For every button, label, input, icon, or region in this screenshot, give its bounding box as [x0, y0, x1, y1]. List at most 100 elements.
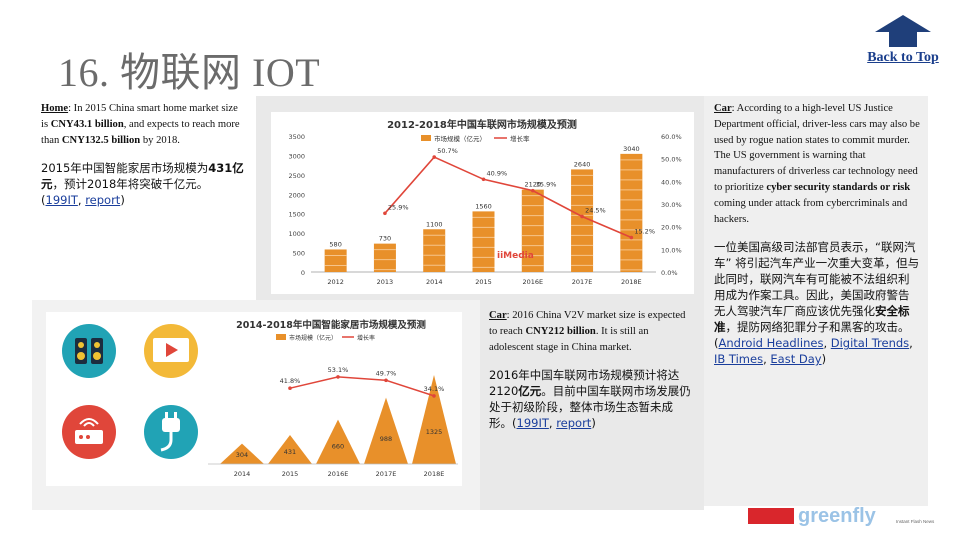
bar — [521, 189, 544, 272]
logo-icon: greenfly Instant Flash News — [748, 505, 935, 527]
x-tick-label: 2014 — [234, 470, 251, 478]
x-tick-label: 2017E — [376, 470, 397, 478]
v2v-market-chart: 2012-2018年中国车联网市场规模及预测 市场规模（亿元） 增长率 0 500 100… — [271, 112, 694, 294]
bar — [364, 397, 408, 464]
car-label: Car — [714, 103, 732, 114]
speaker-icon — [62, 324, 116, 378]
growth-rate-point — [384, 378, 388, 383]
up-arrow-icon[interactable] — [873, 14, 933, 48]
source-link-199it[interactable]: 199IT — [516, 416, 549, 431]
bar-value-label: 660 — [332, 442, 344, 450]
growth-rate-label: 34.1% — [424, 385, 445, 393]
bar-value-label: 3040 — [623, 145, 640, 153]
legend-label: 增长率 — [357, 334, 375, 342]
bar — [571, 169, 594, 272]
y2-tick-label: 10.0% — [661, 246, 682, 254]
v2v-text: Car: 2016 China V2V market size is expec… — [489, 310, 691, 431]
bar — [324, 249, 347, 272]
growth-rate-label: 15.2% — [634, 228, 655, 236]
x-tick-label: 2013 — [377, 278, 394, 286]
legend-label: 市场规模（亿元） — [289, 334, 337, 342]
legend-swatch-bar — [276, 334, 286, 340]
y-tick-label: 3500 — [288, 133, 305, 141]
legend-label: 增长率 — [510, 134, 530, 143]
chart-title: 2014-2018年中国智能家居市场规模及预测 — [236, 319, 426, 331]
x-tick-label: 2015 — [282, 470, 299, 478]
power-plug-icon — [144, 405, 198, 459]
source-link-report[interactable]: report — [556, 416, 592, 431]
car-security-text: Car: According to a high-level US Justic… — [714, 103, 920, 367]
bar-value-label: 1560 — [475, 202, 492, 210]
source-link-199it[interactable]: 199IT — [45, 193, 78, 208]
bar-value-label: 988 — [380, 435, 392, 443]
source-link-android-headlines[interactable]: Android Headlines — [718, 336, 824, 351]
y-tick-label: 2000 — [288, 191, 305, 199]
growth-rate-point — [288, 386, 292, 390]
x-tick-label: 2016E — [522, 278, 543, 286]
back-to-top[interactable]: Back to Top — [862, 14, 944, 66]
growth-rate-point — [432, 155, 437, 159]
growth-rate-label: 49.7% — [376, 369, 397, 377]
growth-rate-label: 50.7% — [437, 147, 458, 155]
growth-rate-label: 25.9% — [388, 203, 409, 211]
growth-rate-point — [629, 235, 634, 240]
source-link-ib-times[interactable]: IB Times — [714, 352, 764, 367]
svg-text:Instant Flash News: Instant Flash News — [896, 519, 935, 524]
slide-title: 16. 物联网 IOT — [58, 50, 321, 95]
bar — [472, 211, 495, 272]
y-tick-label: 1500 — [288, 211, 305, 219]
bar-value-label: 1325 — [426, 428, 443, 436]
growth-rate-point — [383, 211, 387, 216]
bar-value-label: 580 — [329, 240, 341, 248]
y2-tick-label: 20.0% — [661, 224, 682, 232]
bar-value-label: 2120 — [525, 181, 542, 189]
growth-rate-line — [289, 376, 435, 397]
x-tick-label: 2016E — [328, 470, 349, 478]
source-link-east-day[interactable]: East Day — [770, 352, 822, 367]
growth-rate-line — [384, 156, 632, 239]
y2-tick-label: 50.0% — [661, 156, 682, 164]
growth-rate-label: 35.9% — [536, 181, 557, 189]
home-text-panel — [32, 96, 258, 300]
svg-text:greenfly: greenfly — [798, 505, 877, 526]
bar — [373, 243, 396, 272]
growth-rate-point — [530, 188, 535, 193]
x-tick-label: 2017E — [572, 278, 593, 286]
source-link-digital-trends[interactable]: Digital Trends — [830, 336, 910, 351]
smart-home-market-chart: 2014-2018年中国智能家居市场规模及预测市场规模（亿元） 增长率 304 201… — [46, 312, 462, 486]
bar — [423, 229, 446, 272]
watermark: iiMedia — [497, 251, 534, 261]
growth-rate-label: 53.1% — [328, 366, 349, 374]
y2-tick-label: 60.0% — [661, 133, 682, 141]
bar-value-label: 730 — [379, 235, 391, 243]
back-to-top-link[interactable]: Back to Top — [867, 50, 939, 65]
bar-value-label: 2640 — [574, 160, 591, 168]
chart-title: 2012-2018年中国车联网市场规模及预测 — [387, 118, 577, 131]
car-security-panel — [704, 96, 928, 506]
x-tick-label: 2014 — [426, 278, 443, 286]
growth-rate-point — [336, 375, 340, 379]
x-tick-label: 2012 — [327, 278, 344, 286]
growth-rate-point — [432, 394, 436, 398]
legend-swatch-bar — [421, 135, 431, 141]
router-icon — [62, 405, 116, 459]
car-label: Car — [489, 310, 507, 321]
bar-value-label: 304 — [236, 451, 248, 459]
x-tick-label: 2018E — [621, 278, 642, 286]
bar — [268, 435, 312, 464]
bar — [412, 375, 456, 464]
y-tick-label: 1000 — [288, 230, 305, 238]
video-play-icon — [144, 324, 198, 378]
y-tick-label: 3000 — [288, 152, 305, 160]
y2-tick-label: 40.0% — [661, 178, 682, 186]
growth-rate-label: 24.5% — [585, 206, 606, 214]
home-label: Home — [41, 103, 69, 114]
y2-tick-label: 0.0% — [661, 269, 678, 277]
bar — [316, 419, 360, 464]
x-tick-label: 2015 — [475, 278, 492, 286]
bar-value-label: 431 — [284, 448, 296, 456]
source-link-report[interactable]: report — [85, 193, 121, 208]
x-tick-label: 2018E — [424, 470, 445, 478]
